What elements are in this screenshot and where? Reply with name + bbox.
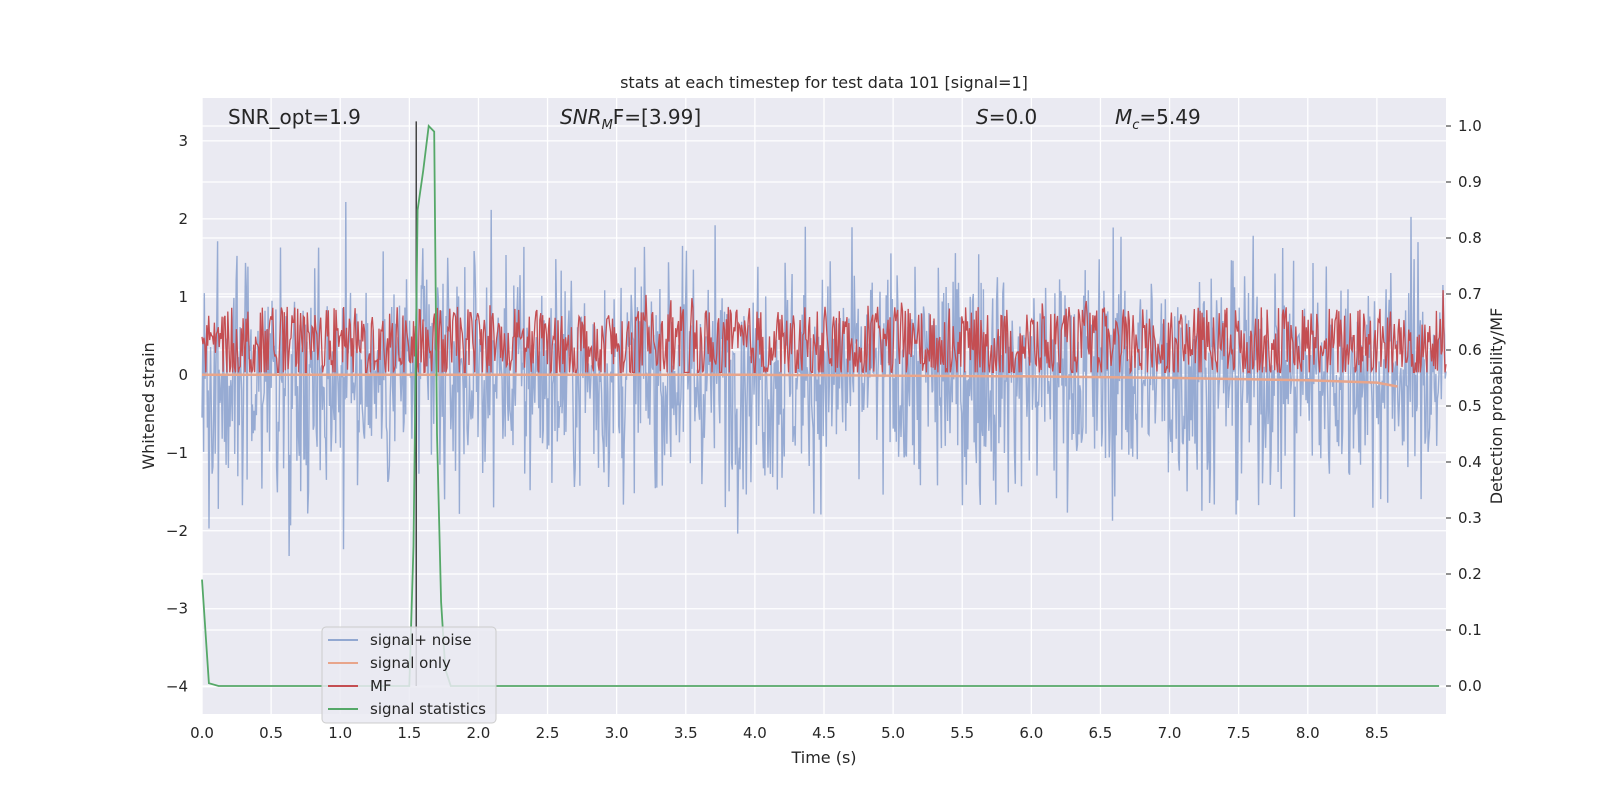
y-tick-label-left: −3 xyxy=(166,600,188,618)
x-tick-label: 1.5 xyxy=(397,724,421,742)
y-tick-label-right: 0.2 xyxy=(1458,565,1482,583)
annotation-mc: Mc=5.49 xyxy=(1115,105,1201,133)
y-tick-label-left: 1 xyxy=(178,288,188,306)
x-tick-label: 0.0 xyxy=(190,724,214,742)
y-tick-label-left: −4 xyxy=(166,678,188,696)
legend-frame xyxy=(321,626,497,724)
y-tick-label-left: 0 xyxy=(178,366,188,384)
series-signal-only xyxy=(202,373,1398,388)
x-tick-label: 4.0 xyxy=(743,724,767,742)
annotation-s: S=0.0 xyxy=(976,105,1037,129)
series-mf xyxy=(201,290,1447,375)
y-tick-label-left: −2 xyxy=(166,522,188,540)
x-tick-label: 8.0 xyxy=(1296,724,1320,742)
y-tick-label-right: 0.7 xyxy=(1458,285,1482,303)
annotation-snr-opt: SNR_opt=1.9 xyxy=(228,105,361,129)
x-tick-label: 3.5 xyxy=(674,724,698,742)
legend-label-mf: MF xyxy=(370,677,392,695)
y-tick-label-right: 1.0 xyxy=(1458,117,1482,135)
x-tick-label: 3.0 xyxy=(605,724,629,742)
chart-title: stats at each timestep for test data 101… xyxy=(620,73,1028,92)
x-tick-label: 5.5 xyxy=(950,724,974,742)
legend: signal+ noise signal only MF signal stat… xyxy=(321,626,497,724)
y-axis-label-left: Whitened strain xyxy=(139,342,158,469)
x-axis-label: Time (s) xyxy=(790,748,856,767)
x-tick-label: 6.0 xyxy=(1019,724,1043,742)
y-tick-label-right: 0.4 xyxy=(1458,453,1482,471)
mf-line xyxy=(201,290,1447,375)
x-tick-label: 0.5 xyxy=(259,724,283,742)
signal-only-line xyxy=(202,373,1398,388)
y-tick-label-right: 0.6 xyxy=(1458,341,1482,359)
y-tick-label-right: 0.5 xyxy=(1458,397,1482,415)
x-tick-label: 4.5 xyxy=(812,724,836,742)
x-tick-label: 8.5 xyxy=(1365,724,1389,742)
x-tick-label: 1.0 xyxy=(328,724,352,742)
y-tick-label-right: 0.0 xyxy=(1458,677,1482,695)
y-tick-label-right: 0.3 xyxy=(1458,509,1482,527)
y-tick-label-left: 3 xyxy=(178,132,188,150)
annotation-snr-mf: SNRMF=[3.99] xyxy=(560,105,701,133)
x-tick-label: 7.0 xyxy=(1158,724,1182,742)
legend-label-signal-statistics: signal statistics xyxy=(370,700,486,718)
y-tick-label-right: 0.1 xyxy=(1458,621,1482,639)
ticks: 0.0 0.5 1.0 1.5 2.0 2.5 3.0 3.5 4.0 4.5 5.0 5.5 6.0 6… xyxy=(166,117,1482,742)
y-tick-label-left: 2 xyxy=(178,210,188,228)
y-axis-label-right: Detection probability/MF xyxy=(1487,308,1506,505)
y-tick-label-right: 0.9 xyxy=(1458,173,1482,191)
x-tick-label: 2.5 xyxy=(536,724,560,742)
legend-label-signal-plus-noise: signal+ noise xyxy=(370,631,472,649)
legend-label-signal-only: signal only xyxy=(370,654,451,672)
x-tick-label: 2.0 xyxy=(467,724,491,742)
y-tick-label-left: −1 xyxy=(166,444,188,462)
x-tick-label: 6.5 xyxy=(1089,724,1113,742)
x-tick-label: 5.0 xyxy=(881,724,905,742)
y-tick-label-right: 0.8 xyxy=(1458,229,1482,247)
x-tick-label: 7.5 xyxy=(1227,724,1251,742)
